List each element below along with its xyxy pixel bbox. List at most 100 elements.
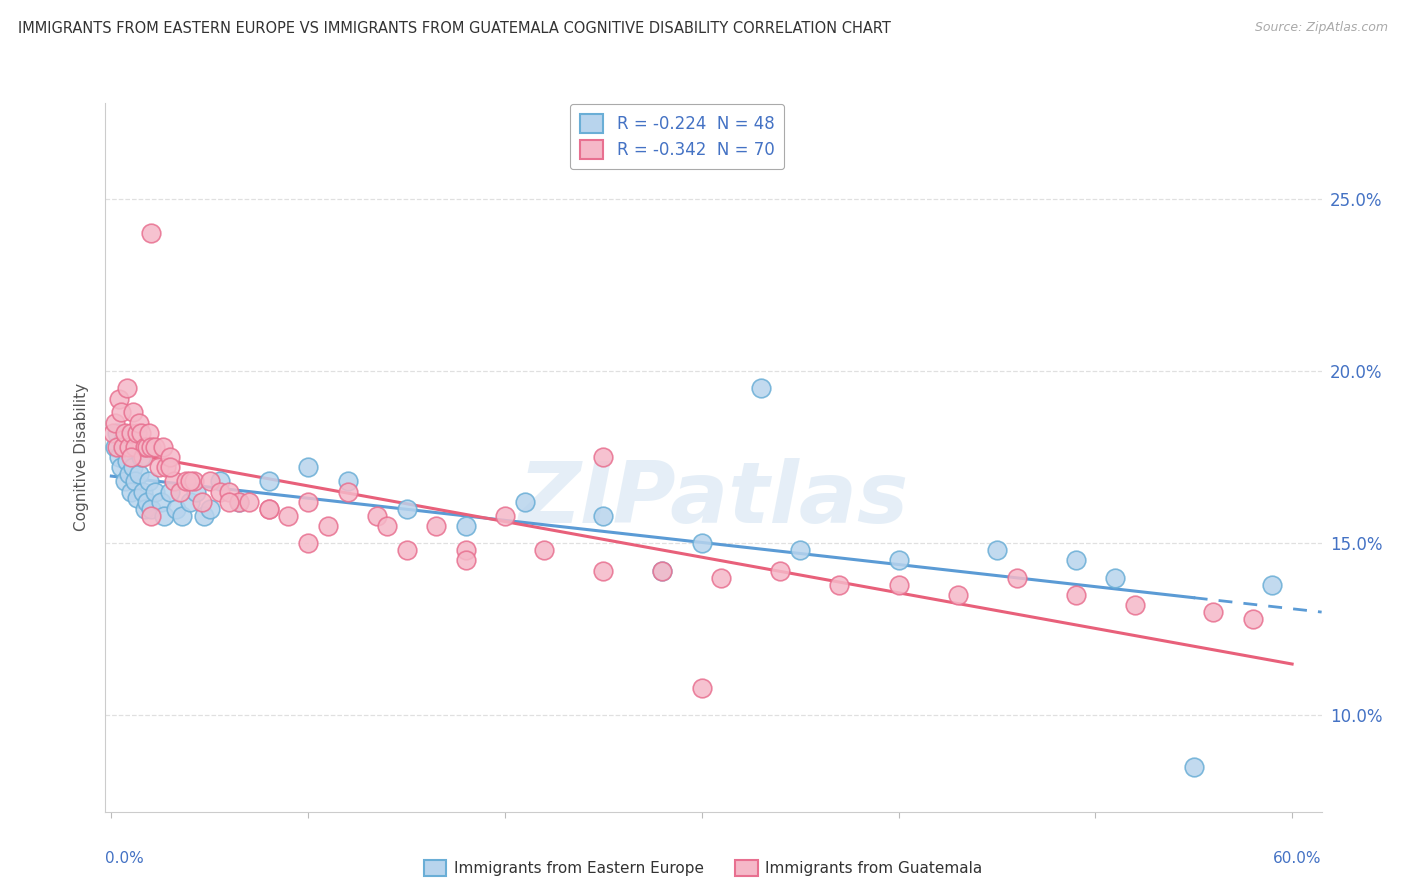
Point [110,460,132,475]
Point [257,501,280,516]
Point [710,571,733,585]
Point [163,475,186,489]
Point [198,475,221,489]
Point [120,484,142,499]
Point [228,495,250,509]
Point [316,519,339,533]
Legend: Immigrants from Eastern Europe, Immigrants from Guatemala: Immigrants from Eastern Europe, Immigran… [418,855,988,882]
Point [228,495,250,509]
Point [336,475,359,489]
Point [114,425,136,440]
Point [169,484,191,499]
Point [218,484,240,499]
Point [454,553,477,567]
Point [115,453,138,467]
Point [108,450,131,465]
Y-axis label: Cognitive Disability: Cognitive Disability [75,383,90,532]
Point [651,564,673,578]
Point [112,440,135,454]
Point [122,405,145,419]
Point [112,433,135,447]
Point [208,484,231,499]
Point [366,508,388,523]
Point [887,553,910,567]
Point [172,508,194,523]
Point [425,519,447,533]
Point [132,450,155,465]
Point [129,450,152,465]
Point [789,543,811,558]
Point [375,519,398,533]
Point [105,440,128,454]
Point [277,508,299,523]
Text: IMMIGRANTS FROM EASTERN EUROPE VS IMMIGRANTS FROM GUATEMALA COGNITIVE DISABILITY: IMMIGRANTS FROM EASTERN EUROPE VS IMMIGR… [18,21,891,37]
Point [690,536,713,550]
Point [128,467,150,482]
Point [143,440,166,454]
Point [155,460,177,475]
Point [153,508,176,523]
Point [138,475,160,489]
Point [191,495,214,509]
Point [946,588,969,602]
Point [103,425,125,440]
Point [110,405,132,419]
Text: Source: ZipAtlas.com: Source: ZipAtlas.com [1254,21,1388,35]
Point [749,381,772,395]
Point [218,495,240,509]
Point [120,450,142,465]
Point [104,416,127,430]
Point [159,484,181,499]
Point [297,495,319,509]
Point [125,491,148,506]
Point [179,495,201,509]
Point [1241,612,1264,626]
Point [1202,605,1225,619]
Point [454,543,477,558]
Point [138,425,160,440]
Point [494,508,516,523]
Point [986,543,1008,558]
Point [208,475,231,489]
Point [132,484,155,499]
Legend: R = -0.224  N = 48, R = -0.342  N = 70: R = -0.224 N = 48, R = -0.342 N = 70 [569,103,785,169]
Point [149,495,172,509]
Point [454,519,477,533]
Point [159,450,181,465]
Point [297,460,319,475]
Point [184,484,207,499]
Point [134,440,156,454]
Point [128,416,150,430]
Point [165,501,187,516]
Point [125,425,148,440]
Point [1064,553,1087,567]
Point [1064,588,1087,602]
Point [395,543,418,558]
Point [135,440,157,454]
Point [828,577,851,591]
Point [118,467,141,482]
Point [108,392,131,406]
Point [124,475,146,489]
Point [134,501,156,516]
Point [135,495,157,509]
Point [592,564,614,578]
Point [105,425,128,440]
Point [297,536,319,550]
Point [139,501,162,516]
Point [887,577,910,591]
Point [183,475,205,489]
Point [143,484,166,499]
Point [533,543,555,558]
Point [115,381,138,395]
Point [139,227,162,241]
Point [120,425,142,440]
Text: ZIPatlas: ZIPatlas [519,458,908,541]
Point [1104,571,1126,585]
Point [1182,760,1205,774]
Point [139,440,162,454]
Point [336,484,359,499]
Point [118,440,141,454]
Point [395,501,418,516]
Point [257,475,280,489]
